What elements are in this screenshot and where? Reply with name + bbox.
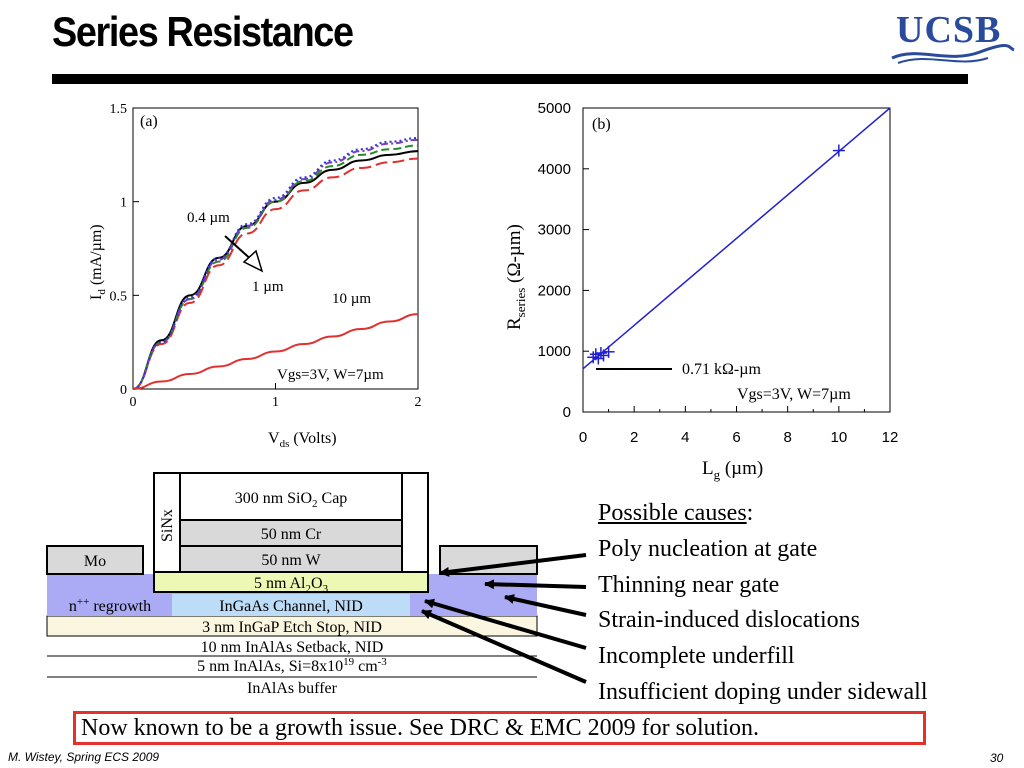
channel-layer	[172, 594, 410, 616]
page-number: 30	[990, 751, 1004, 765]
causes-heading: Possible causes	[598, 500, 747, 526]
arrow-sidewall-doping	[421, 609, 587, 684]
title-rule	[52, 74, 968, 84]
channel-label: InGaAs Channel, NID	[219, 598, 363, 615]
sinx-label: SiNx	[159, 509, 176, 542]
conclusion-callout: Now known to be a growth issue. See DRC …	[73, 711, 926, 745]
cause-item: Incomplete underfill	[598, 643, 795, 669]
arrow-underfill	[424, 598, 587, 650]
cause-item: Poly nucleation at gate	[598, 536, 818, 562]
regrowth-label: n++ regrowth	[69, 596, 151, 615]
al2o3-label: 5 nm Al2O3	[254, 575, 329, 595]
arrow-poly-nucleation	[439, 553, 587, 577]
causes-heading-line: Possible causes:	[598, 500, 753, 527]
sio2-cap-layer	[179, 472, 403, 521]
logo-wave-2	[897, 57, 989, 64]
w-layer	[179, 545, 403, 573]
cause-item: Insufficient doping under sidewall	[598, 679, 928, 705]
arrow-thinning	[484, 579, 587, 590]
sio2-cap-label: 300 nm SiO2 Cap	[235, 490, 348, 510]
cause-item: Strain-induced dislocations	[598, 607, 860, 633]
etch-stop-label: 3 nm InGaP Etch Stop, NID	[202, 619, 382, 636]
w-label: 50 nm W	[261, 552, 321, 569]
mo-contact-left	[46, 545, 144, 575]
ucsb-logo: UCSB	[891, 9, 1015, 64]
sinx-sidewall-right	[401, 472, 429, 573]
setback-label: 10 nm InAlAs Setback, NID	[201, 639, 384, 656]
logo-text: UCSB	[896, 9, 1001, 51]
cr-layer	[179, 519, 403, 547]
buffer-label: InAlAs buffer	[247, 680, 338, 697]
logo-wave	[891, 44, 1015, 60]
doping-layer-label: 5 nm InAlAs, Si=8x1019 cm-3	[197, 656, 387, 675]
mo-label: Mo	[84, 553, 106, 570]
footer-author: M. Wistey, Spring ECS 2009	[8, 750, 160, 764]
slide-title: Series Resistance	[52, 8, 354, 55]
cr-label: 50 nm Cr	[261, 526, 322, 543]
cause-item: Thinning near gate	[598, 572, 780, 598]
causes-heading-colon: :	[746, 500, 754, 526]
arrow-strain	[504, 594, 587, 617]
